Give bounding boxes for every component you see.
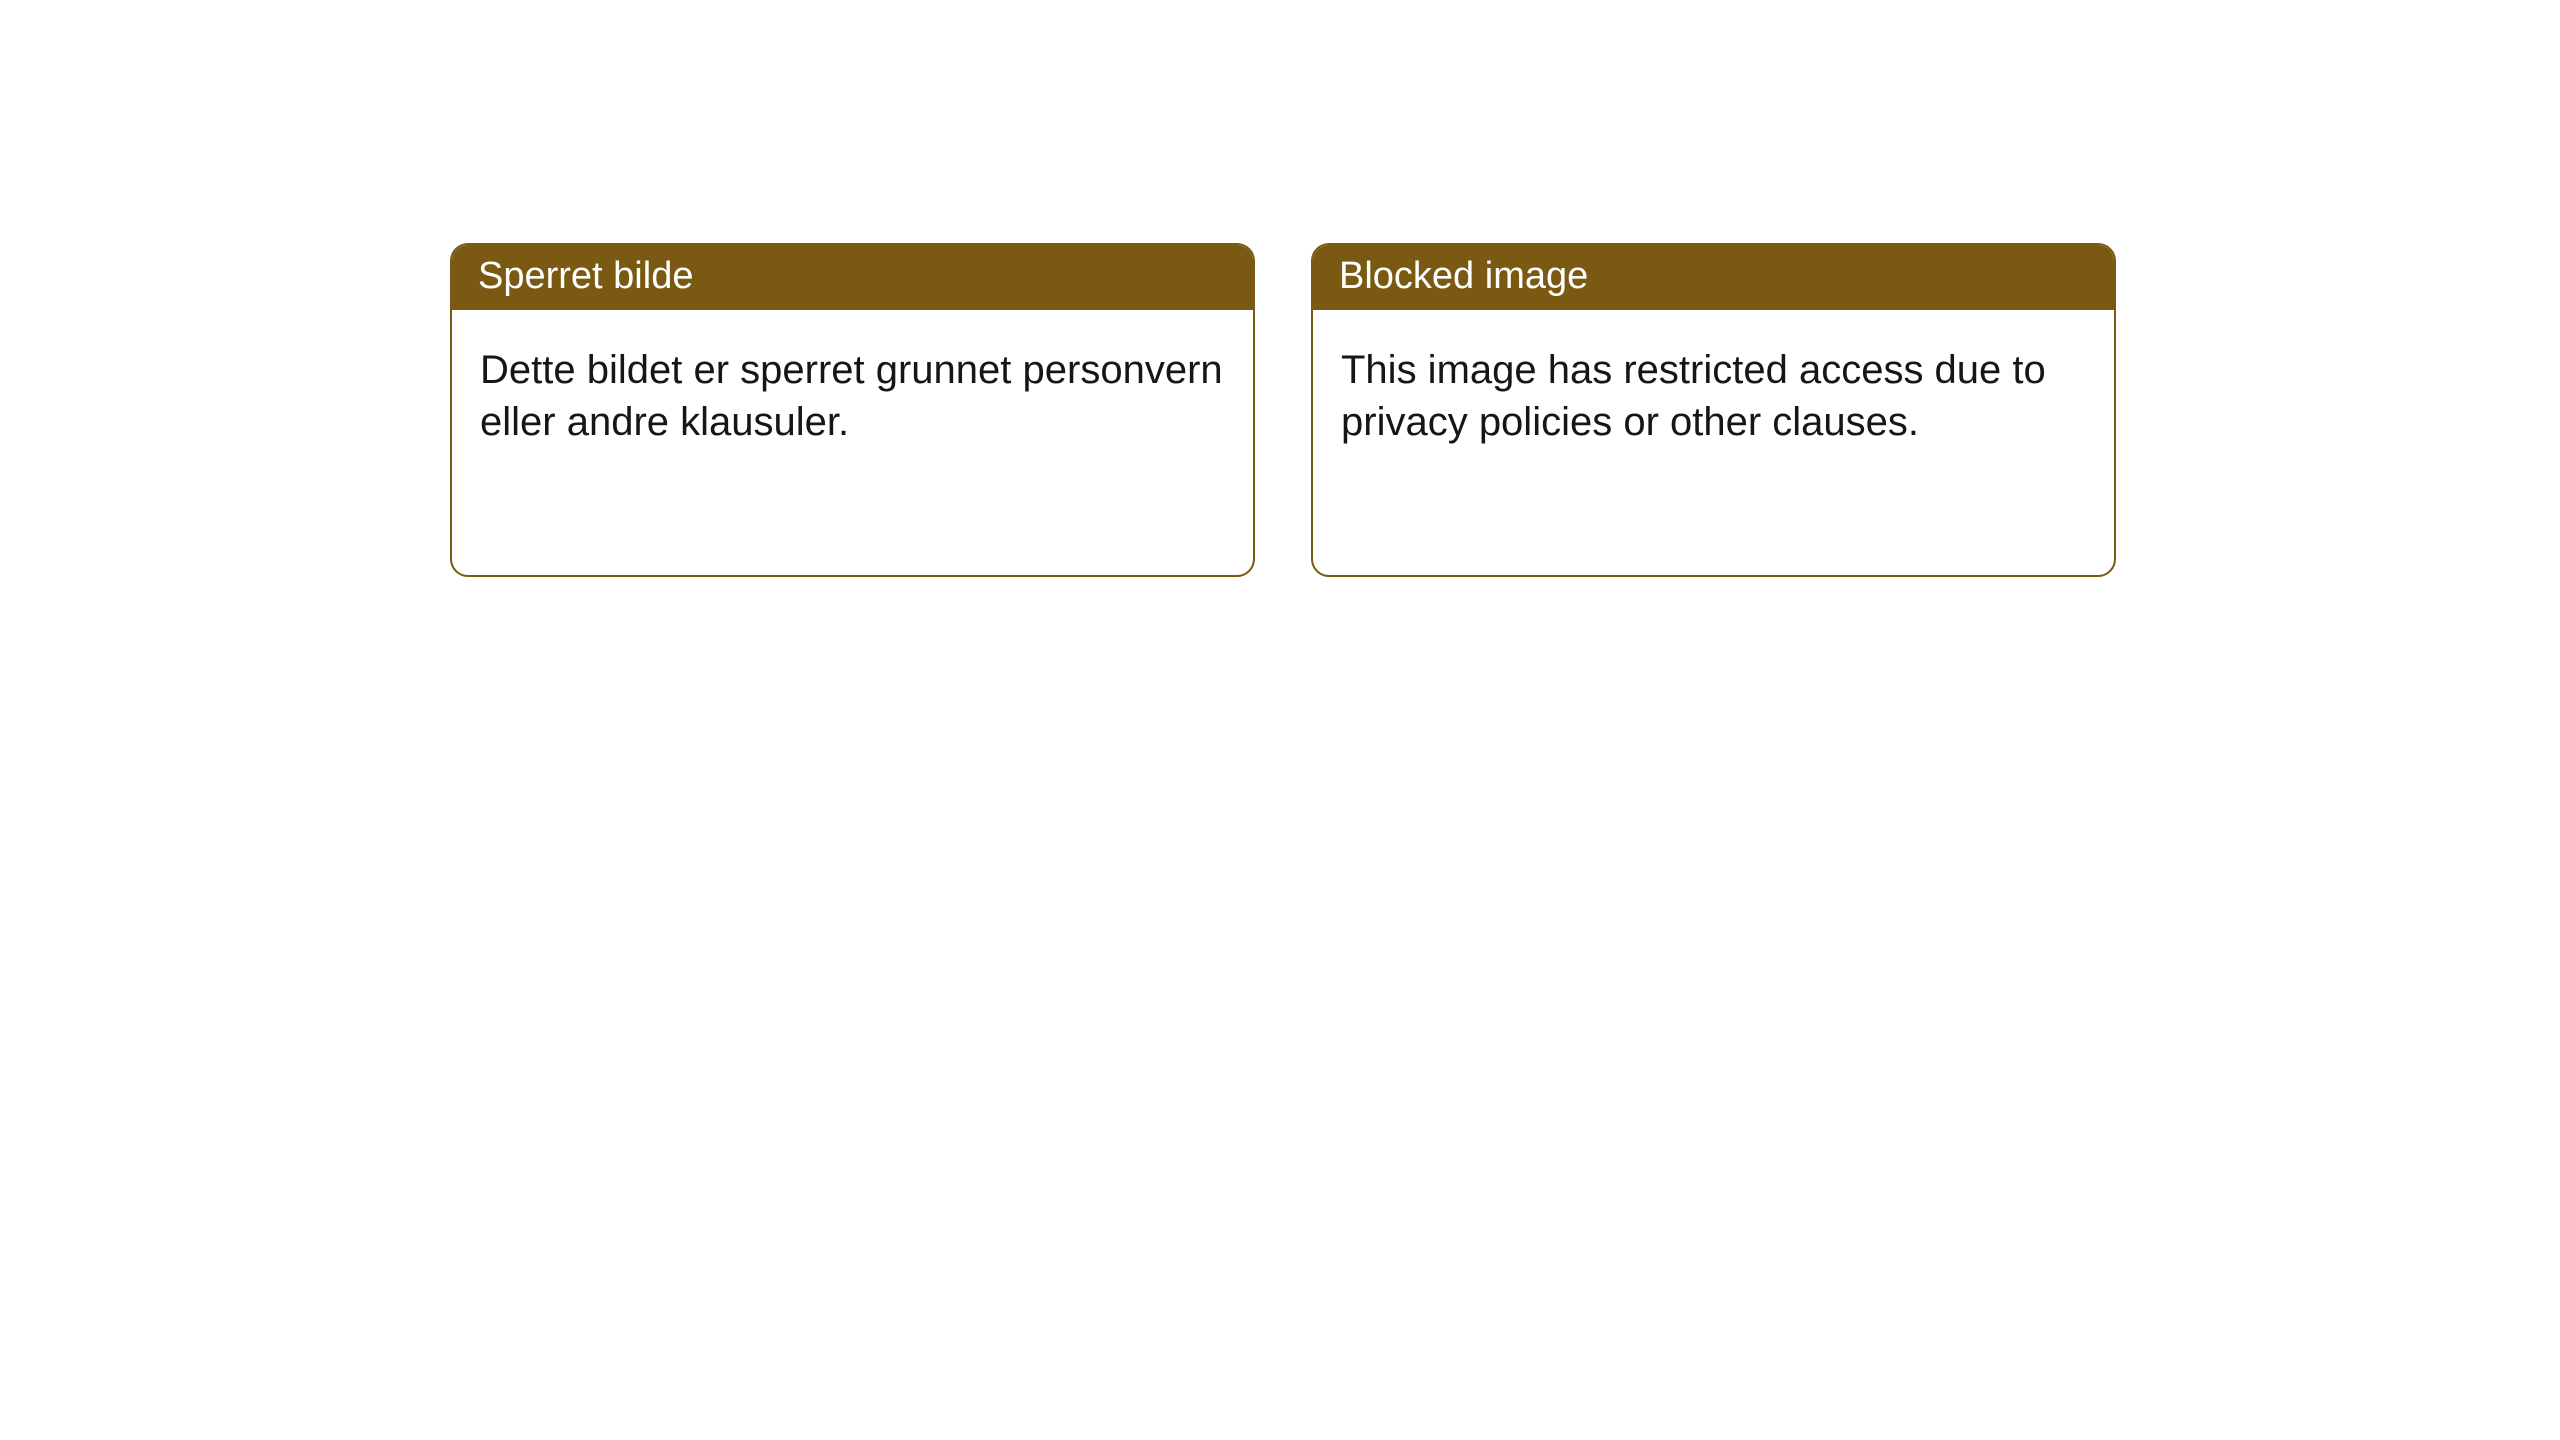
notice-title-english: Blocked image (1313, 245, 2114, 310)
notice-body-english: This image has restricted access due to … (1313, 310, 2114, 476)
notice-container: Sperret bilde Dette bildet er sperret gr… (0, 0, 2560, 577)
notice-body-norwegian: Dette bildet er sperret grunnet personve… (452, 310, 1253, 476)
notice-card-norwegian: Sperret bilde Dette bildet er sperret gr… (450, 243, 1255, 577)
notice-card-english: Blocked image This image has restricted … (1311, 243, 2116, 577)
notice-title-norwegian: Sperret bilde (452, 245, 1253, 310)
